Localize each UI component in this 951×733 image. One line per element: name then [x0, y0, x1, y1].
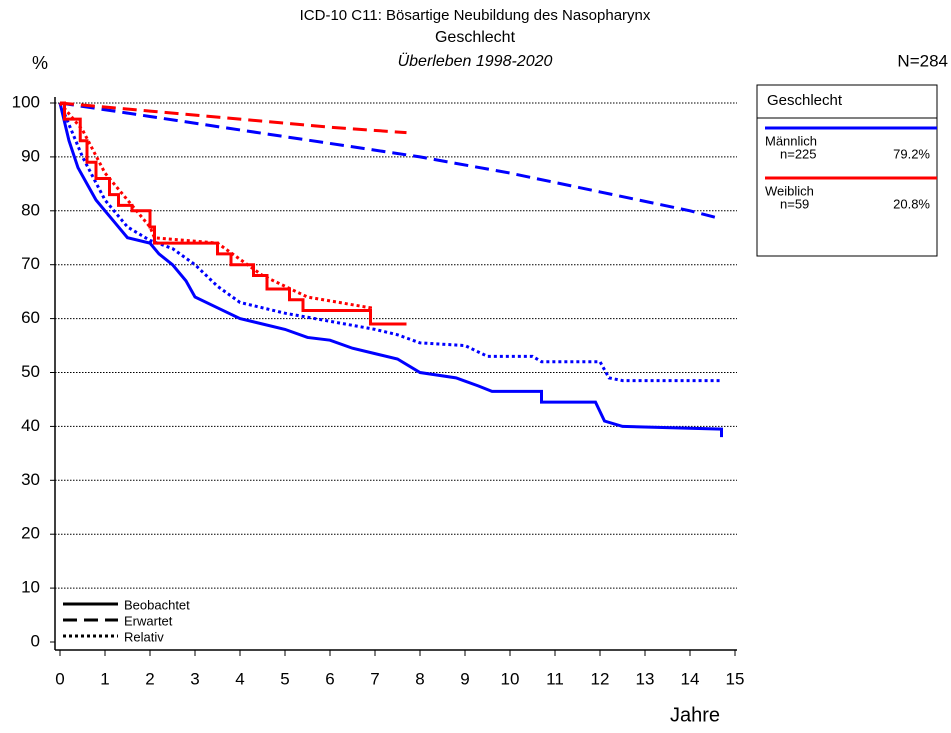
chart-subtitle: Geschlecht [435, 29, 516, 46]
legend-count: n=225 [780, 146, 817, 161]
survival-line [58, 102, 407, 326]
y-tick-label: 80 [21, 200, 40, 219]
legend-label: Weiblich [765, 183, 814, 198]
x-tick-label: 7 [370, 669, 379, 688]
legend-count: n=59 [780, 196, 809, 211]
x-tick-label: 15 [726, 669, 745, 688]
x-tick-label: 2 [145, 669, 154, 688]
survival-line [58, 102, 723, 438]
y-tick-label: 30 [21, 470, 40, 489]
y-axis-label: % [32, 53, 48, 73]
legend-title: Geschlecht [767, 92, 843, 109]
survival-line [59, 101, 407, 135]
y-tick-label: 100 [12, 92, 40, 111]
style-legend-label: Relativ [124, 629, 164, 644]
legend-box [756, 84, 938, 257]
x-tick-label: 1 [100, 669, 109, 688]
x-tick-label: 9 [460, 669, 469, 688]
x-axis-label: Jahre [670, 704, 720, 726]
chart-title: ICD-10 C11: Bösartige Neubildung des Nas… [300, 7, 651, 24]
chart-subtitle: Überleben 1998-2020 [398, 52, 553, 70]
x-tick-label: 8 [415, 669, 424, 688]
y-tick-label: 20 [21, 524, 40, 543]
survival-line [59, 101, 722, 221]
survival-line [58, 102, 722, 383]
x-tick-label: 0 [55, 669, 64, 688]
legend-share: 79.2% [893, 146, 930, 161]
y-tick-label: 60 [21, 308, 40, 327]
x-tick-label: 3 [190, 669, 199, 688]
x-tick-label: 5 [280, 669, 289, 688]
x-tick-label: 14 [681, 669, 700, 688]
y-tick-label: 0 [31, 631, 40, 650]
y-tick-label: 40 [21, 416, 40, 435]
x-tick-label: 4 [235, 669, 244, 688]
total-count: N=284 [897, 51, 948, 70]
x-tick-label: 12 [591, 669, 610, 688]
style-legend-label: Beobachtet [124, 597, 190, 612]
x-tick-label: 10 [501, 669, 520, 688]
y-tick-label: 90 [21, 146, 40, 165]
style-legend-label: Erwartet [124, 613, 173, 628]
x-tick-label: 11 [546, 669, 564, 688]
x-tick-label: 6 [325, 669, 334, 688]
y-tick-label: 70 [21, 254, 40, 273]
survival-line [60, 101, 407, 326]
y-tick-label: 10 [21, 578, 40, 597]
legend-label: Männlich [765, 133, 817, 148]
x-tick-label: 13 [636, 669, 655, 688]
y-tick-label: 50 [21, 362, 40, 381]
legend-share: 20.8% [893, 196, 930, 211]
